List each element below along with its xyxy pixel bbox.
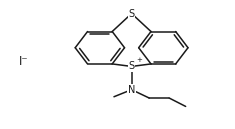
Text: +: + [137,57,143,63]
Text: N: N [128,85,135,95]
Text: S: S [129,9,135,19]
Text: S: S [129,61,135,71]
Text: I⁻: I⁻ [19,55,28,68]
